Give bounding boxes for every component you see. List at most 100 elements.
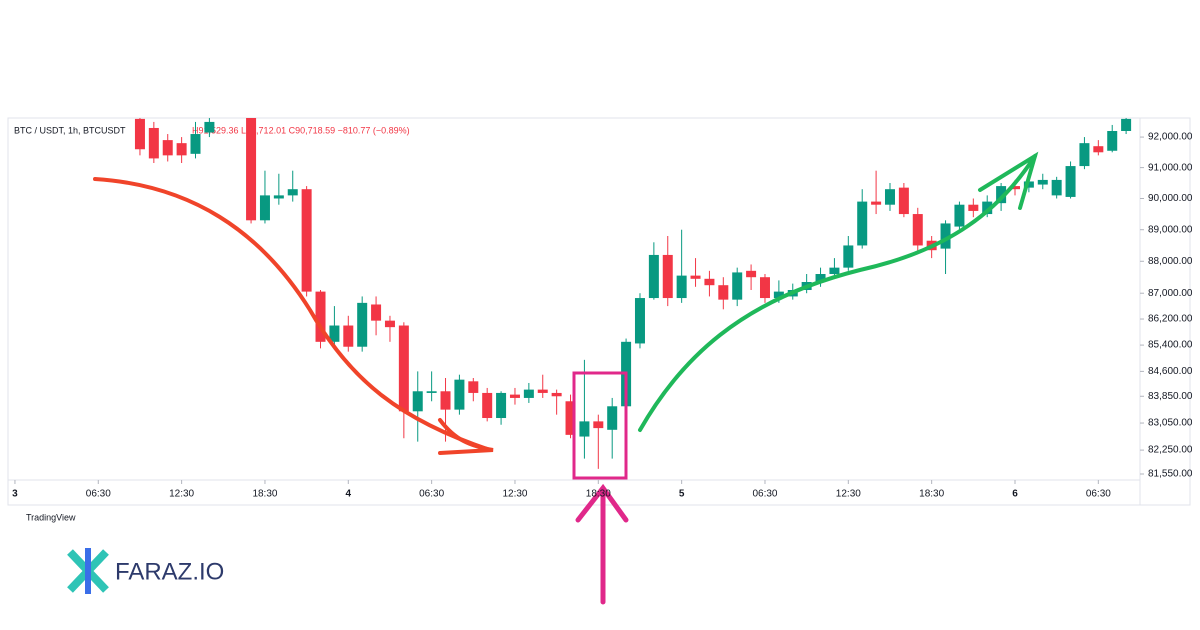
y-tick-label: 90,000.00 — [1148, 193, 1193, 204]
candle-body — [1051, 179, 1062, 196]
candle-body — [412, 391, 423, 412]
candle-body — [384, 320, 395, 328]
candle-body — [398, 325, 409, 412]
candle-body — [1121, 118, 1132, 132]
y-tick-label: 92,000.00 — [1148, 132, 1193, 143]
x-tick-label: 4 — [346, 489, 352, 500]
candle-body — [287, 189, 298, 196]
y-tick-label: 83,050.00 — [1148, 418, 1193, 429]
annotations — [93, 151, 1039, 605]
candle-body — [954, 204, 965, 227]
candle-body — [871, 201, 882, 205]
y-tick-label: 87,000.00 — [1148, 288, 1193, 299]
candle-body — [912, 214, 923, 246]
x-tick-label: 18:30 — [252, 489, 277, 500]
candle-body — [676, 275, 687, 299]
candle-body — [509, 394, 520, 398]
candle-body — [1079, 143, 1090, 167]
candle-body — [898, 187, 909, 215]
x-tick-label: 12:30 — [169, 489, 194, 500]
x-tick-label: 06:30 — [419, 489, 444, 500]
x-tick-label: 06:30 — [1086, 489, 1111, 500]
candle-body — [176, 143, 187, 156]
candle-body — [857, 201, 868, 246]
candle-body — [190, 134, 201, 154]
candle-body — [496, 392, 507, 419]
candle-body — [148, 127, 159, 159]
candle-body — [662, 254, 673, 299]
candle-body — [468, 381, 479, 393]
candle-body — [246, 118, 257, 221]
candle-body — [982, 201, 993, 215]
candle-body — [1065, 166, 1076, 197]
legend-text: BTC / USDT, 1h, BTCUSDT — [14, 125, 126, 135]
candle-body — [815, 274, 826, 282]
candle-body — [523, 389, 534, 398]
candle-body — [537, 389, 548, 393]
x-tick-label: 18:30 — [919, 489, 944, 500]
candle-body — [273, 195, 284, 199]
candle-body — [343, 325, 354, 347]
candle-body — [690, 275, 701, 279]
candle-body — [454, 379, 465, 410]
candle-body — [1037, 179, 1048, 185]
y-tick-label: 91,000.00 — [1148, 162, 1193, 173]
candle-body — [1093, 146, 1104, 153]
candle-body — [565, 401, 576, 435]
candle-body — [162, 140, 173, 156]
up-arrow — [638, 154, 1037, 432]
candle-body — [718, 285, 729, 300]
candle-body — [648, 254, 659, 299]
x-tick-label: 3 — [12, 489, 18, 500]
chart-frame — [7, 117, 1191, 506]
brand-logo: FARAZ.IO — [67, 548, 224, 594]
y-tick-label: 82,250.00 — [1148, 445, 1193, 456]
candle-body — [357, 302, 368, 347]
candle-body — [551, 392, 562, 397]
candle-body — [315, 291, 326, 342]
candle-body — [482, 392, 493, 419]
candle-body — [996, 186, 1007, 204]
candle-body — [704, 278, 715, 286]
y-tick-label: 89,000.00 — [1148, 224, 1193, 235]
y-tick-label: 88,000.00 — [1148, 256, 1193, 267]
candle-body — [773, 291, 784, 299]
watermark: TradingView — [26, 512, 76, 522]
candle-body — [968, 204, 979, 211]
x-tick-label: 12:30 — [836, 489, 861, 500]
x-tick-label: 12:30 — [502, 489, 527, 500]
y-tick-label: 85,400.00 — [1148, 340, 1193, 351]
candle-body — [829, 267, 840, 275]
ohlc-status: H91,529.36 L90,712.01 C90,718.59 −810.77… — [192, 125, 410, 135]
candle-body — [607, 406, 618, 430]
candle-body — [593, 421, 604, 429]
down-arrow — [93, 177, 492, 452]
up-arrow-head — [978, 151, 1039, 210]
candle-body — [204, 121, 215, 133]
candle-body — [884, 189, 895, 205]
highlight-box — [572, 371, 628, 480]
candle-body — [1023, 181, 1034, 188]
x-tick-label: 6 — [1012, 489, 1018, 500]
y-tick-label: 86,200.00 — [1148, 314, 1193, 325]
y-tick-label: 81,550.00 — [1148, 469, 1193, 480]
pointer-arrow — [575, 483, 629, 605]
y-tick-label: 84,600.00 — [1148, 366, 1193, 377]
candle-body — [843, 245, 854, 268]
candle-body — [579, 421, 590, 437]
brand-name: FARAZ.IO — [115, 558, 224, 585]
candle-body — [426, 391, 437, 393]
down-arrow-head — [438, 418, 494, 455]
candles — [134, 118, 1132, 469]
candle-body — [440, 391, 451, 410]
candle-body — [732, 272, 743, 300]
candle-body — [259, 195, 270, 221]
candle-body — [134, 118, 145, 150]
x-tick-label: 18:30 — [586, 489, 611, 500]
candle-body — [329, 325, 340, 342]
candle-body — [759, 277, 770, 299]
candle-body — [634, 298, 645, 344]
candle-body — [940, 223, 951, 249]
candle-body — [746, 270, 757, 278]
